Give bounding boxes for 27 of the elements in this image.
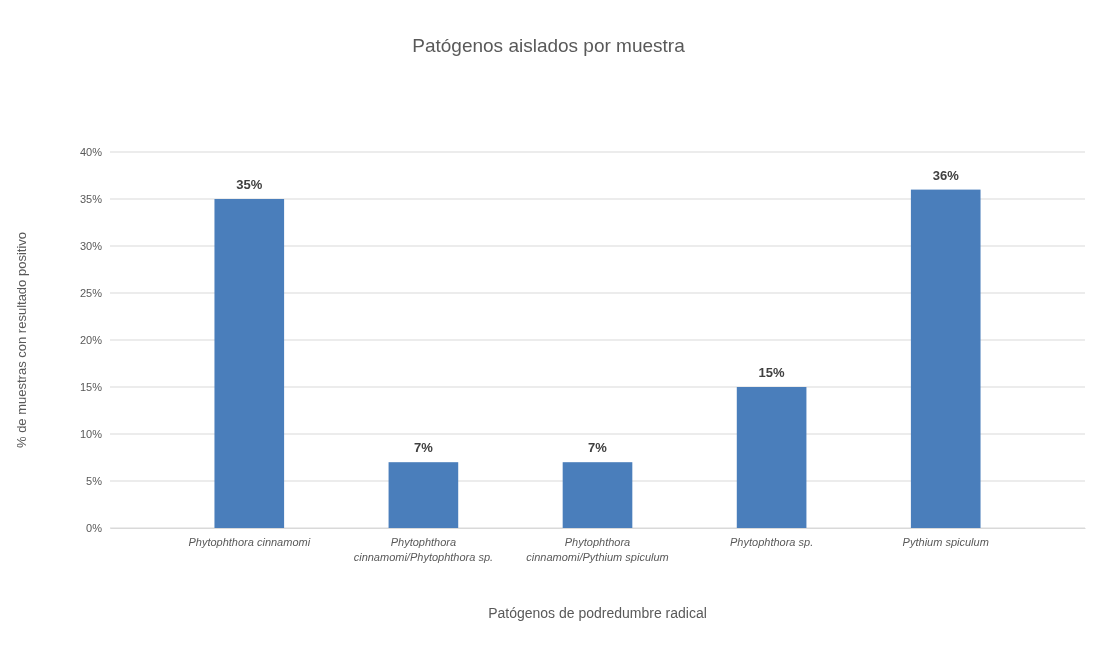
x-axis-title: Patógenos de podredumbre radical	[488, 605, 707, 621]
y-axis-title: % de muestras con resultado positivo	[14, 231, 29, 449]
bar	[562, 462, 633, 528]
x-tick-label: Phytophthora cinnamomi	[188, 535, 311, 548]
data-label: 35%	[236, 177, 263, 192]
y-tick-label: 40%	[79, 146, 103, 159]
bar	[736, 387, 807, 528]
bar	[214, 199, 285, 528]
x-tick-label: Phytophthora sp.	[730, 535, 814, 548]
x-tick-label: Pythium spiculum	[902, 535, 989, 548]
y-tick-label: 25%	[79, 287, 103, 300]
data-label: 36%	[932, 167, 960, 183]
x-tick-label: Phytophthora cinnamomi/Pythium spiculum	[526, 535, 669, 563]
chart-title: Patógenos aislados por muestra	[412, 35, 686, 56]
bar	[910, 189, 981, 528]
bar	[388, 462, 459, 528]
y-tick-label: 35%	[79, 193, 103, 206]
y-tick-label: 0%	[86, 522, 103, 535]
y-tick-label: 30%	[79, 240, 103, 253]
data-label: 7%	[413, 440, 434, 456]
y-tick-label: 20%	[79, 334, 103, 347]
data-label: 7%	[588, 440, 608, 456]
y-tick-label: 5%	[86, 475, 103, 488]
data-label: 15%	[758, 365, 786, 380]
y-tick-label: 15%	[79, 381, 103, 394]
y-tick-label: 10%	[79, 428, 103, 441]
x-tick-label: Phytophthora cinnamomi/Phytophthora sp.	[353, 535, 494, 563]
